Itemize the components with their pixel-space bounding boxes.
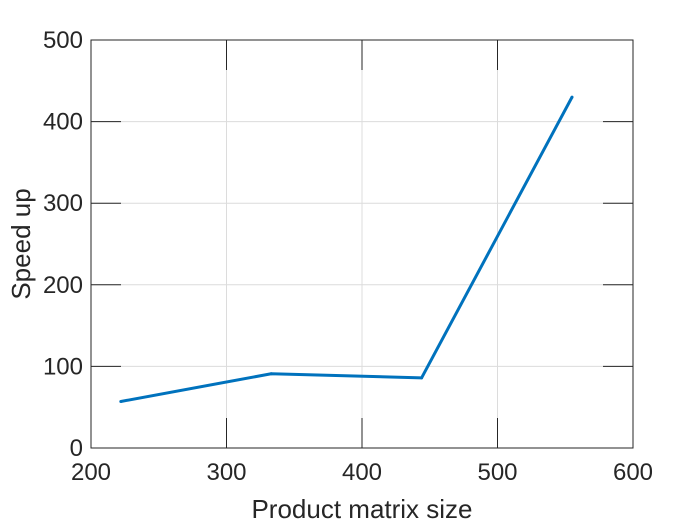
plot-area-frame	[90, 39, 634, 449]
y-tick-label: 0	[70, 435, 83, 462]
data-point	[570, 95, 574, 99]
y-tick-labels: 0 100 200 300 400 500	[43, 27, 83, 462]
data-point	[420, 376, 424, 380]
x-tick-labels: 200 300 400 500 600	[71, 459, 653, 486]
x-tick-label: 300	[206, 459, 246, 486]
data-point	[269, 372, 273, 376]
x-axis-title: Product matrix size	[251, 494, 472, 524]
x-tick-label: 400	[342, 459, 382, 486]
y-tick-label: 400	[43, 109, 83, 136]
x-tick-label: 200	[71, 459, 111, 486]
x-tick-label: 600	[613, 459, 653, 486]
series-line	[120, 96, 574, 403]
y-axis-title: Speed up	[6, 188, 36, 299]
x-tick-label: 500	[477, 459, 517, 486]
grid-lines	[90, 39, 634, 449]
y-tick-label: 300	[43, 190, 83, 217]
series-layer	[119, 95, 574, 403]
data-point	[119, 399, 123, 403]
y-tick-label: 200	[43, 272, 83, 299]
y-tick-label: 100	[43, 353, 83, 380]
y-tick-label: 500	[43, 27, 83, 54]
